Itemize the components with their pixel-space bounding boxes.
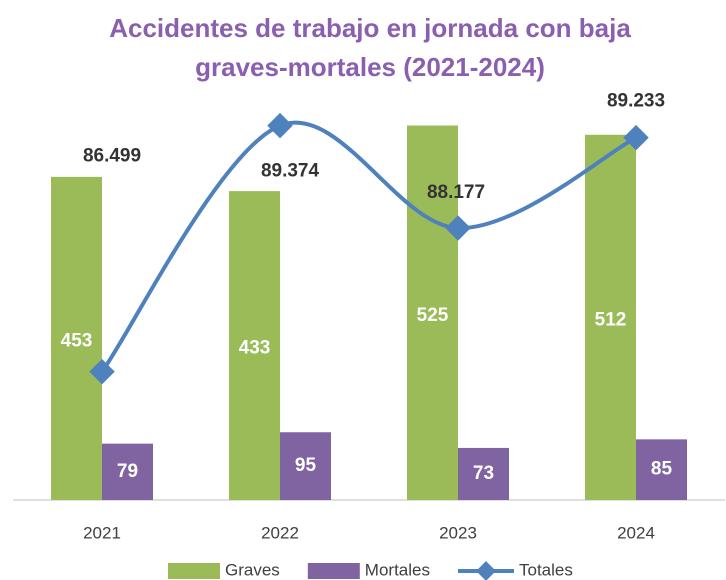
legend-swatch [307,563,360,579]
legend-label: Mortales [365,560,430,579]
bar [229,191,280,501]
x-tick-label: 2023 [439,523,477,542]
value-label: 73 [473,463,494,484]
value-label: 453 [61,330,93,351]
line-marker [445,215,471,241]
bar [458,447,509,500]
value-label: 85 [651,459,673,480]
bar [51,176,102,501]
legend-label: Graves [225,560,280,579]
legend-swatch [476,561,496,580]
legend-swatch [168,563,220,579]
line-marker [89,358,115,385]
line-marker [623,124,649,151]
chart-title: graves-mortales (2021-2024) [195,52,545,82]
bar [280,432,331,500]
value-label: 433 [239,338,271,359]
value-label: 89.374 [261,161,320,182]
line [100,120,637,373]
value-label: 88.177 [427,182,485,203]
value-label: 525 [417,305,449,326]
bar [407,125,458,500]
value-label: 95 [295,455,317,476]
bar [636,439,687,500]
legend-label: Totales [519,560,573,579]
x-tick-label: 2022 [261,523,299,542]
bar [102,443,153,500]
x-tick-label: 2024 [617,523,655,542]
chart-title: Accidentes de trabajo en jornada con baj… [109,13,631,43]
value-label: 89.233 [607,91,665,112]
value-label: 79 [117,461,138,482]
bar [585,134,636,501]
x-tick-label: 2021 [83,523,121,542]
value-label: 86.499 [83,146,141,167]
line-marker [267,112,293,139]
value-label: 512 [595,309,627,330]
